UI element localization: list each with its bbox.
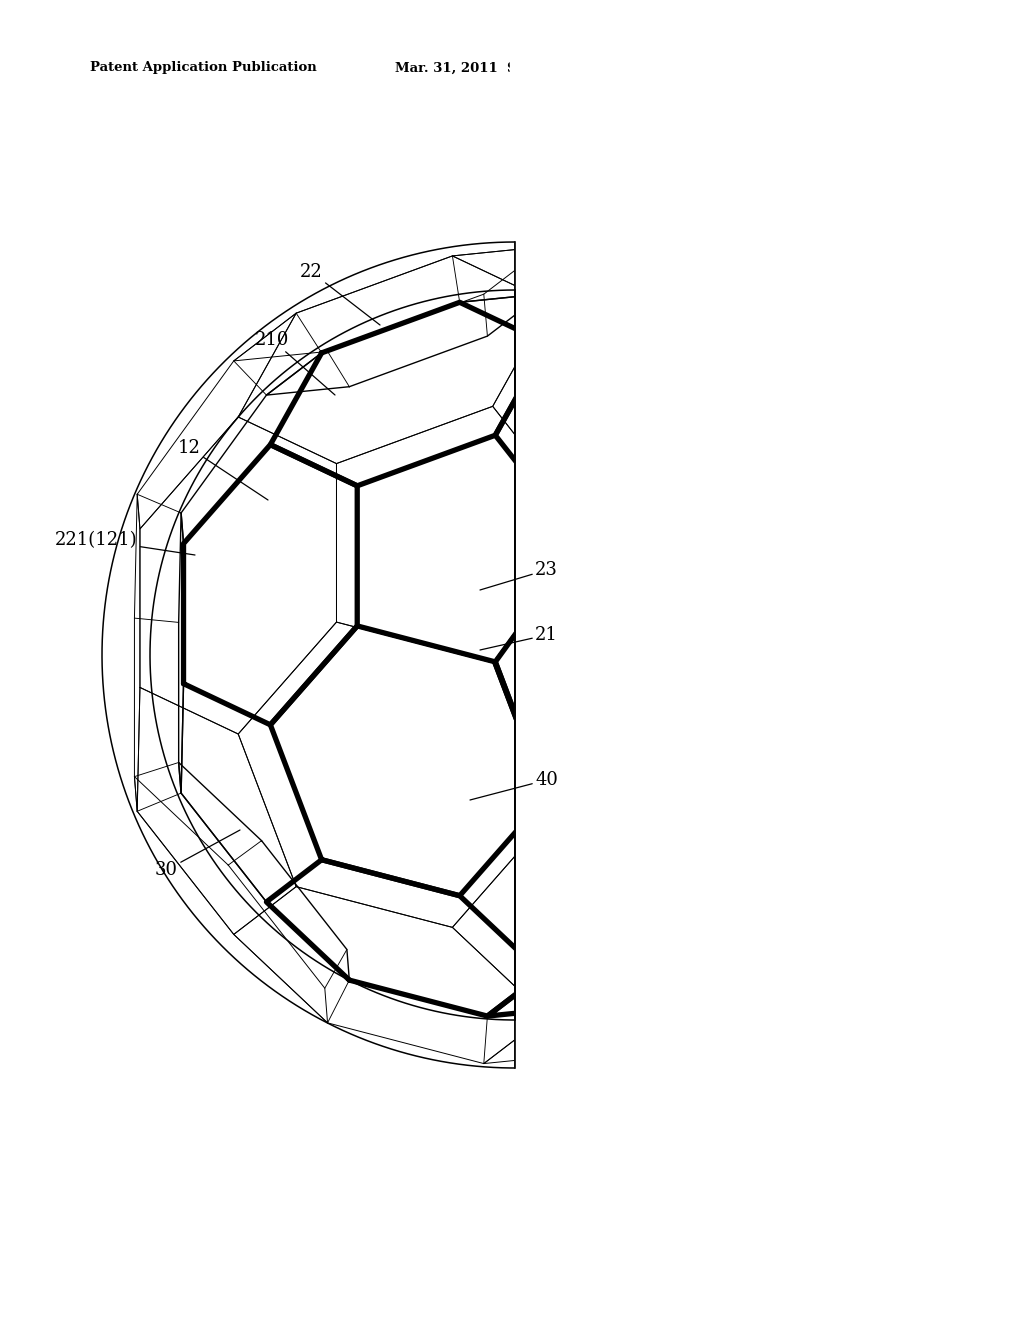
Text: 12: 12: [178, 440, 268, 500]
Text: Mar. 31, 2011  Sheet 2 of 6: Mar. 31, 2011 Sheet 2 of 6: [395, 62, 596, 74]
Text: FIG. 2: FIG. 2: [680, 694, 859, 746]
Text: Patent Application Publication: Patent Application Publication: [90, 62, 316, 74]
Text: 22: 22: [300, 263, 380, 325]
Text: 23: 23: [480, 561, 558, 590]
Text: US 2011/0074056 A1: US 2011/0074056 A1: [695, 62, 851, 74]
Text: 40: 40: [470, 771, 558, 800]
Text: 30: 30: [155, 830, 240, 879]
Text: 221(121): 221(121): [55, 531, 195, 554]
Text: 21: 21: [480, 626, 558, 649]
Text: 210: 210: [255, 331, 335, 395]
